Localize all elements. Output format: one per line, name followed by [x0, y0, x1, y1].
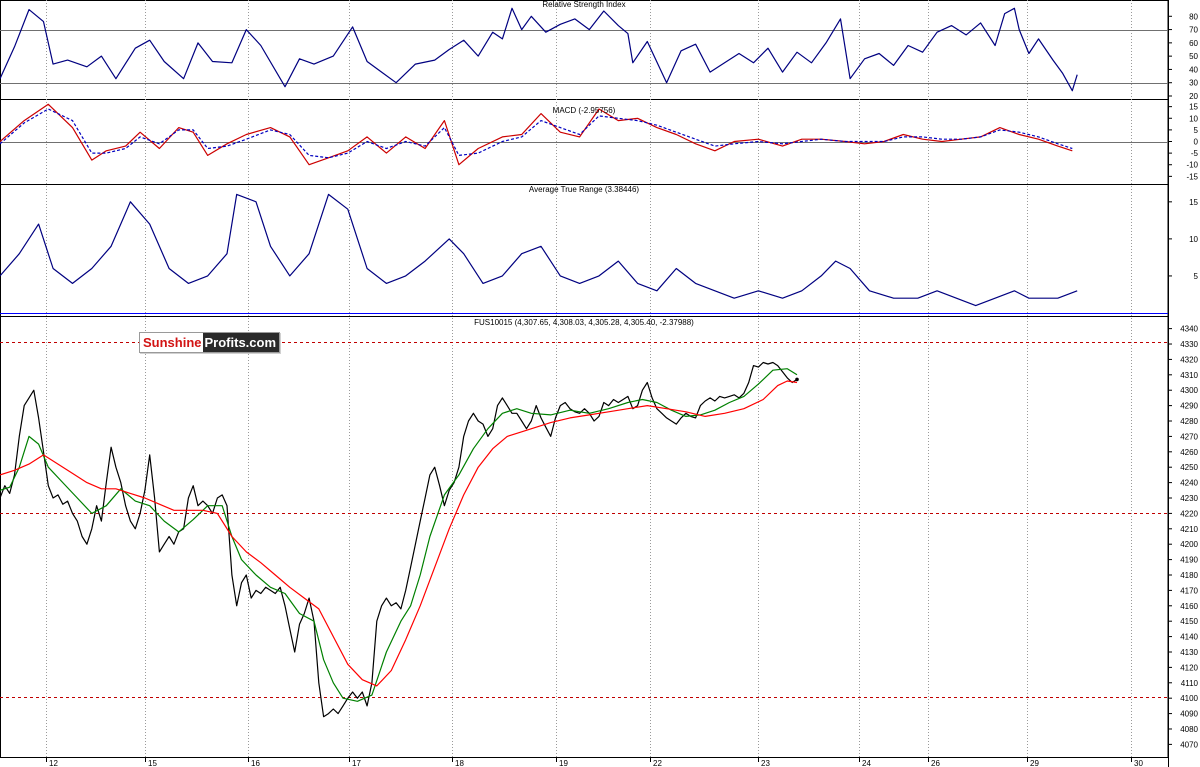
y-tick-label: 80 — [1189, 12, 1198, 21]
series-line-macd-0 — [0, 103, 1073, 166]
y-tick-label: 4260 — [1180, 448, 1198, 457]
y-tick-label: 4090 — [1180, 710, 1198, 719]
y-tick-label: 15 — [1189, 198, 1198, 207]
y-tick-label: 4320 — [1180, 355, 1198, 364]
y-tick-label: 4200 — [1180, 540, 1198, 549]
y-tick-label: 4140 — [1180, 633, 1198, 642]
panel-frames — [0, 0, 1169, 767]
x-tick-label: 16 — [251, 759, 260, 767]
y-tick-label: 4300 — [1180, 386, 1198, 395]
y-tick-label: 4170 — [1180, 586, 1198, 595]
y-tick-label: 40 — [1189, 65, 1198, 74]
x-tick-label: 29 — [1030, 759, 1039, 767]
y-tick-label: 50 — [1189, 52, 1198, 61]
y-tick-label: -5 — [1191, 149, 1199, 158]
y-tick-label: 4080 — [1180, 725, 1198, 734]
panel-frame-price — [0, 316, 1169, 758]
series-line-rsi-0 — [0, 7, 1078, 92]
series-line-price-0 — [0, 361, 798, 718]
x-tick-label: 24 — [862, 759, 871, 767]
x-tick-label: 22 — [653, 759, 662, 767]
y-tick-label: 10 — [1189, 235, 1198, 244]
x-tick-label: 19 — [559, 759, 568, 767]
y-tick-label: 4210 — [1180, 525, 1198, 534]
y-tick-label: 4150 — [1180, 617, 1198, 626]
y-tick-label: 4120 — [1180, 663, 1198, 672]
reference-lines — [0, 30, 1168, 698]
y-tick-label: 20 — [1189, 92, 1198, 101]
y-tick-label: 4290 — [1180, 402, 1198, 411]
x-tick-label: 23 — [761, 759, 770, 767]
y-tick-label: 5 — [1194, 126, 1199, 135]
y-tick-label: -15 — [1186, 172, 1198, 181]
y-tick-label: 4070 — [1180, 740, 1198, 749]
y-tick-label: 10 — [1189, 114, 1198, 123]
y-tick-label: 4250 — [1180, 463, 1198, 472]
y-tick-label: 4310 — [1180, 371, 1198, 380]
series-line-price-2 — [0, 380, 798, 687]
y-tick-label: 60 — [1189, 39, 1198, 48]
y-tick-label: 4220 — [1180, 509, 1198, 518]
y-tick-label: -10 — [1186, 161, 1198, 170]
y-tick-label: 15 — [1189, 103, 1198, 112]
y-tick-label: 0 — [1194, 138, 1199, 147]
logo-part-profits: Profits.com — [202, 333, 280, 352]
last-price-marker — [795, 377, 799, 382]
x-axis-ticks: 12 15 16 17 18 19 22 23 24 26 29 30 — [0, 757, 1168, 767]
series-lines — [0, 7, 1078, 718]
y-axis-ticks: 20304050607080151050-5-10-15151054340433… — [1168, 12, 1199, 749]
macd-title: MACD (-2.95756) — [553, 106, 616, 115]
y-tick-label: 4270 — [1180, 432, 1198, 441]
x-tick-label: 15 — [148, 759, 157, 767]
x-tick-label: 30 — [1134, 759, 1143, 767]
logo-part-sunshine: Sunshine — [140, 333, 203, 352]
rsi-title: Relative Strength Index — [542, 0, 625, 9]
atr-title: Average True Range (3.38446) — [529, 185, 639, 194]
y-tick-label: 4340 — [1180, 325, 1198, 334]
y-tick-label: 4280 — [1180, 417, 1198, 426]
series-line-atr-0 — [0, 193, 1078, 307]
x-tick-label: 18 — [455, 759, 464, 767]
y-tick-label: 5 — [1194, 272, 1199, 281]
grid-lines — [46, 0, 1132, 757]
y-tick-label: 4110 — [1181, 679, 1199, 688]
y-tick-label: 4330 — [1180, 340, 1198, 349]
y-tick-label: 4240 — [1180, 479, 1198, 488]
series-line-price-1 — [0, 368, 798, 702]
panel-frame-atr — [0, 184, 1169, 317]
price-title: FUS10015 (4,307.65, 4,308.03, 4,305.28, … — [474, 318, 694, 327]
y-tick-label: 4130 — [1180, 648, 1198, 657]
y-tick-label: 4180 — [1180, 571, 1198, 580]
x-tick-label: 17 — [352, 759, 361, 767]
y-tick-label: 4190 — [1180, 556, 1198, 565]
x-tick-label: 12 — [49, 759, 58, 767]
y-tick-label: 4160 — [1180, 602, 1198, 611]
x-tick-label: 26 — [931, 759, 940, 767]
y-tick-label: 30 — [1189, 79, 1198, 88]
sunshine-profits-logo: Sunshine Profits.com — [139, 332, 281, 353]
series-line-macd-1 — [0, 108, 1073, 159]
y-tick-label: 4230 — [1180, 494, 1198, 503]
y-tick-label: 70 — [1189, 26, 1198, 35]
y-tick-label: 4100 — [1180, 694, 1198, 703]
panel-frame-rsi — [0, 0, 1169, 100]
